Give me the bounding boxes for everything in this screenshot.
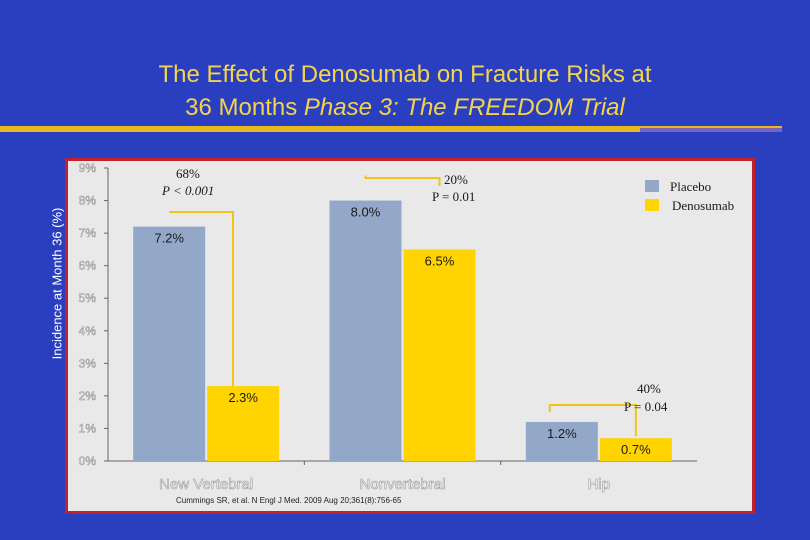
denosumab-bar (599, 438, 672, 461)
y-tick-label: 3% (79, 356, 97, 370)
annotation-3-percent: 40% (637, 381, 661, 396)
bar-value-label: 0.7% (621, 442, 651, 457)
annotation-2-percent: 20% (444, 172, 468, 187)
chart-title: The Effect of Denosumab on Fracture Risk… (0, 58, 810, 124)
denosumab-bar (403, 249, 476, 461)
x-category-label: New Vertebral (159, 476, 253, 493)
legend-swatch-placebo (645, 180, 659, 192)
y-tick-label: 7% (79, 226, 97, 240)
bar-value-label: 8.0% (351, 205, 381, 220)
x-category-label: Nonvertebral (360, 476, 446, 493)
title-rule-accent (640, 128, 782, 132)
y-tick-label: 9% (79, 161, 97, 175)
bar-value-label: 2.3% (228, 390, 258, 405)
bracket-nonvertebral (364, 175, 441, 186)
citation: Cummings SR, et al. N Engl J Med. 2009 A… (176, 496, 402, 505)
placebo-bar (525, 421, 598, 461)
y-tick-label: 8% (79, 194, 97, 208)
bars: 7.2% 8.0% 1.2% 2.3% 6.5% 0.7% (133, 200, 672, 462)
axes: 0% 1% 2% 3% 4% 5% 6% 7% 8% 9% New Vertebral Nonvert… (78, 161, 697, 493)
bracket-hip (548, 404, 637, 437)
bracket-new-vertebral (169, 211, 234, 387)
annotation-3-p: P = 0.04 (624, 399, 668, 414)
bar-value-label: 1.2% (547, 426, 577, 441)
annotation-2-p: P = 0.01 (432, 189, 475, 204)
y-tick-label: 0% (79, 454, 97, 468)
title-line-2-plain: 36 Months (185, 94, 304, 121)
y-tick-label: 6% (79, 259, 97, 273)
bar-value-label: 6.5% (425, 253, 455, 268)
x-category-label: Hip (588, 476, 611, 493)
bar-value-label: 7.2% (154, 231, 184, 246)
significance-brackets (169, 175, 637, 437)
y-tick-label: 5% (79, 291, 97, 305)
y-tick-label: 1% (79, 421, 97, 435)
title-line-2-italic: Phase 3: The FREEDOM Trial (303, 94, 625, 121)
legend: Placebo Denosumab (645, 179, 734, 213)
title-line-1: The Effect of Denosumab on Fracture Risk… (158, 61, 652, 88)
y-tick-label: 4% (79, 324, 97, 338)
denosumab-bar (207, 386, 280, 461)
title-line-2: 36 Months Phase 3: The FREEDOM Trial (0, 91, 810, 124)
y-tick-label: 2% (79, 389, 97, 403)
placebo-bar (133, 226, 206, 461)
title-rule (0, 126, 782, 132)
legend-label-placebo: Placebo (670, 179, 711, 194)
legend-swatch-denosumab (645, 199, 659, 211)
annotation-1-percent: 68% (176, 166, 200, 181)
annotation-1-p: P < 0.001 (161, 183, 214, 198)
legend-label-denosumab: Denosumab (672, 198, 734, 213)
placebo-bar (329, 200, 402, 462)
